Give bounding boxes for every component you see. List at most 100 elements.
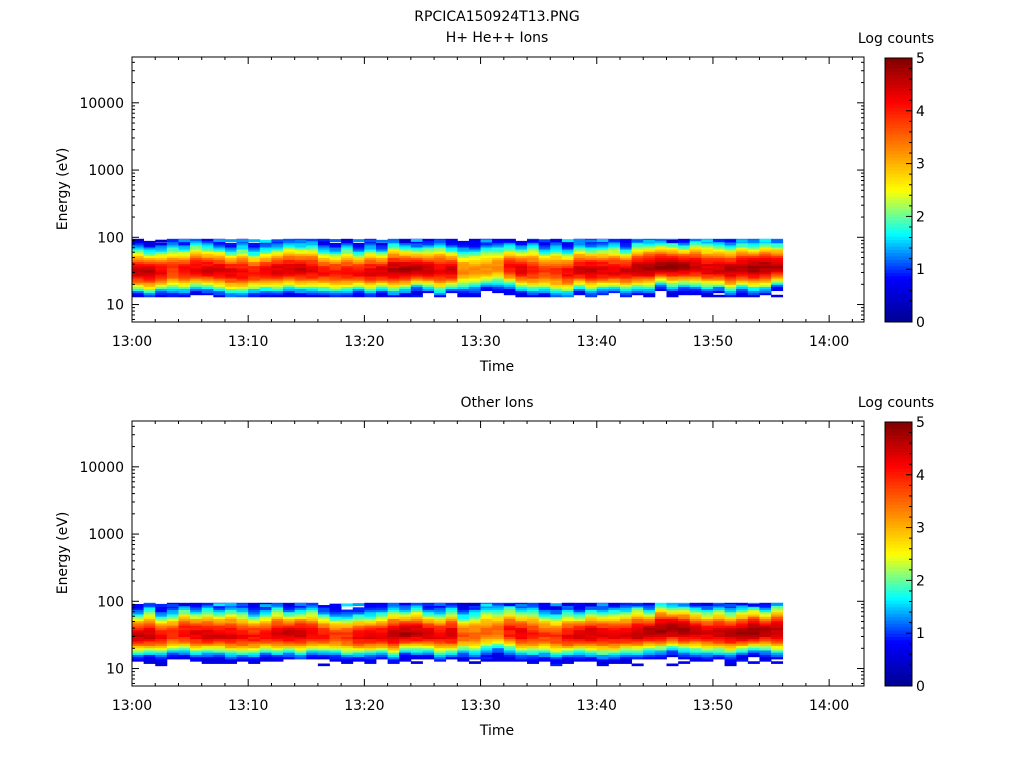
heatmap-cell	[666, 242, 679, 246]
heatmap-cell	[294, 616, 307, 619]
heatmap-cell	[410, 280, 423, 283]
heatmap-cell	[747, 661, 760, 664]
heatmap-cell	[666, 292, 679, 296]
heatmap-cell	[422, 288, 435, 292]
heatmap-cell	[178, 290, 191, 294]
heatmap-cell	[259, 271, 272, 275]
heatmap-cell	[678, 265, 691, 269]
heatmap-cell	[492, 284, 505, 287]
heatmap-cell	[143, 623, 156, 626]
heatmap-cell	[620, 261, 633, 265]
colorbar-swatch	[885, 292, 912, 297]
heatmap-cell	[224, 616, 237, 619]
heatmap-cell	[457, 609, 470, 613]
heatmap-cell	[643, 247, 656, 250]
heatmap-cell	[585, 638, 598, 642]
heatmap-cell	[631, 284, 644, 287]
heatmap-cell	[329, 632, 342, 635]
heatmap-cell	[376, 255, 389, 258]
heatmap-cell	[724, 284, 737, 287]
heatmap-cell	[248, 288, 261, 292]
heatmap-cell	[445, 276, 458, 279]
heatmap-cell	[410, 650, 423, 653]
heatmap-cell	[259, 636, 272, 640]
heatmap-cell	[387, 261, 400, 265]
heatmap-cell	[271, 269, 284, 273]
heatmap-cell	[271, 274, 284, 277]
heatmap-cell	[132, 261, 145, 265]
heatmap-cell	[457, 276, 470, 279]
heatmap-cell	[329, 607, 342, 610]
heatmap-cell	[712, 656, 725, 660]
heatmap-cell	[364, 620, 377, 624]
heatmap-cell	[503, 255, 516, 258]
heatmap-cell	[248, 625, 261, 628]
heatmap-cell	[236, 632, 249, 635]
heatmap-cell	[771, 263, 784, 267]
heatmap-cell	[515, 284, 528, 287]
heatmap-cell	[492, 625, 505, 628]
heatmap-cell	[585, 620, 598, 624]
heatmap-cell	[561, 656, 574, 660]
heatmap-cell	[271, 623, 284, 626]
heatmap-cell	[306, 271, 319, 275]
heatmap-cell	[341, 603, 354, 607]
heatmap-cell	[689, 242, 702, 246]
heatmap-cell	[155, 288, 168, 292]
heatmap-cell	[503, 259, 516, 263]
colorbar-swatch	[885, 256, 912, 260]
heatmap-cell	[352, 618, 365, 622]
heatmap-cell	[771, 278, 784, 281]
heatmap-cell	[550, 620, 563, 624]
heatmap-cell	[654, 656, 667, 660]
heatmap-cell	[178, 288, 191, 292]
heatmap-cell	[561, 618, 574, 622]
heatmap-cell	[236, 627, 249, 631]
heatmap-cell	[712, 290, 725, 294]
heatmap-cell	[294, 641, 307, 644]
heatmap-cell	[527, 294, 540, 298]
heatmap-cell	[364, 652, 377, 655]
heatmap-cell	[132, 263, 145, 267]
colorbar-swatch	[885, 196, 912, 201]
heatmap-cell	[515, 274, 528, 277]
heatmap-cell	[608, 263, 621, 267]
heatmap-cell	[155, 607, 168, 610]
heatmap-cell	[341, 623, 354, 626]
heatmap-cell	[166, 242, 179, 246]
heatmap-cell	[527, 269, 540, 273]
heatmap-cell	[608, 618, 621, 622]
heatmap-cell	[666, 251, 679, 254]
heatmap-cell	[364, 661, 377, 664]
heatmap-cell	[201, 259, 214, 263]
heatmap-cell	[468, 661, 481, 664]
heatmap-cell	[527, 609, 540, 613]
heatmap-cell	[259, 282, 272, 285]
heatmap-cell	[294, 607, 307, 610]
heatmap-cell	[364, 245, 377, 248]
heatmap-cell	[143, 267, 156, 271]
heatmap-cell	[527, 265, 540, 269]
heatmap-cell	[132, 638, 145, 642]
heatmap-cell	[376, 245, 389, 248]
heatmap-cell	[190, 242, 203, 246]
heatmap-cell	[294, 247, 307, 250]
y-tick-label: 1000	[88, 527, 124, 543]
heatmap-cell	[434, 654, 447, 658]
heatmap-cell	[236, 284, 249, 287]
heatmap-cell	[573, 278, 586, 281]
heatmap-cell	[527, 625, 540, 628]
axes: 13:00 13:10 13:20 13:30 13:40 13:50 14:0010100…	[79, 57, 864, 350]
heatmap-cell	[538, 650, 551, 653]
heatmap-cell	[654, 245, 667, 248]
heatmap-cell	[259, 643, 272, 646]
heatmap-cell	[155, 269, 168, 273]
heatmap-cell	[747, 255, 760, 258]
heatmap-cell	[445, 278, 458, 281]
heatmap-cell	[503, 278, 516, 281]
heatmap-cell	[166, 625, 179, 628]
heatmap-cell	[503, 647, 516, 651]
heatmap-cell	[166, 259, 179, 263]
colorbar-swatch	[885, 474, 912, 479]
heatmap-cell	[724, 627, 737, 631]
